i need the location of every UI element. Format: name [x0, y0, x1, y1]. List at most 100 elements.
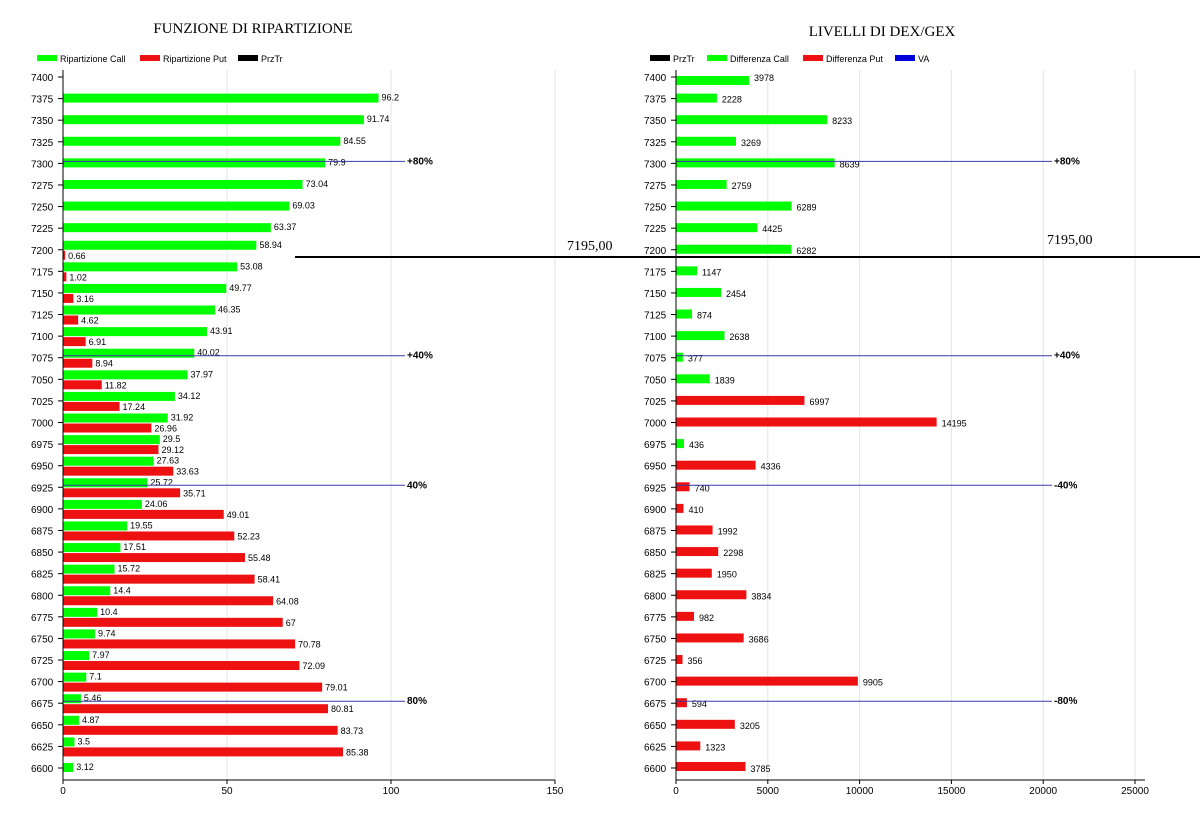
legend-swatch-call — [37, 55, 57, 61]
y-tick-label: 7175 — [31, 267, 54, 278]
put-diff-bar — [676, 741, 701, 751]
put-bar — [63, 380, 102, 390]
y-tick-label: 7050 — [644, 375, 667, 386]
call-value-label: 79.9 — [328, 157, 346, 167]
call-diff-bar — [676, 266, 698, 276]
y-tick-label: 6850 — [31, 548, 54, 559]
diff-value-label: 1323 — [705, 742, 725, 752]
price-label-right: 7195,00 — [1047, 233, 1093, 248]
diff-value-label: 2638 — [729, 332, 749, 342]
y-tick-label: 7300 — [644, 159, 667, 170]
y-tick-label: 6925 — [644, 483, 667, 494]
y-tick-label: 7375 — [31, 95, 54, 106]
right-axes: 7400737573507325730072757250722572007175… — [644, 70, 1149, 797]
call-bar — [63, 694, 81, 704]
put-bar — [63, 315, 79, 325]
diff-value-label: 14195 — [942, 419, 967, 429]
y-tick-label: 6825 — [31, 570, 54, 581]
put-bar — [63, 531, 235, 541]
call-value-label: 4.87 — [82, 715, 100, 725]
diff-value-label: 410 — [689, 505, 704, 515]
put-diff-bar — [676, 698, 687, 708]
reference-label: +80% — [1054, 156, 1080, 167]
put-value-label: 8.94 — [95, 359, 113, 369]
y-tick-label: 7325 — [644, 138, 667, 149]
put-value-label: 67 — [286, 618, 296, 628]
y-tick-label: 7350 — [31, 116, 54, 127]
y-tick-label: 6950 — [644, 462, 667, 473]
put-diff-bar — [676, 460, 756, 470]
put-bar — [63, 639, 296, 649]
y-tick-label: 6625 — [31, 742, 54, 753]
y-tick-label: 6900 — [644, 505, 667, 516]
put-value-label: 33.63 — [176, 467, 199, 477]
y-tick-label: 6975 — [31, 440, 54, 451]
put-value-label: 58.41 — [258, 575, 281, 585]
y-tick-label: 6800 — [31, 591, 54, 602]
y-tick-label: 6875 — [31, 526, 54, 537]
put-value-label: 6.91 — [89, 337, 107, 347]
reference-label: +40% — [1054, 351, 1080, 362]
y-tick-label: 7400 — [644, 73, 667, 84]
y-tick-label: 6650 — [644, 721, 667, 732]
call-bar — [63, 283, 227, 293]
put-bar — [63, 272, 67, 282]
put-diff-bar — [676, 568, 712, 578]
diff-value-label: 377 — [688, 354, 703, 364]
diff-value-label: 4336 — [761, 462, 781, 472]
call-value-label: 3.5 — [77, 736, 90, 746]
call-bar — [63, 435, 160, 445]
call-bar — [63, 586, 111, 596]
call-bar — [63, 262, 238, 272]
diff-value-label: 4425 — [762, 224, 782, 234]
put-bar — [63, 509, 224, 519]
y-tick-label: 7000 — [644, 419, 667, 430]
call-bar — [63, 348, 195, 358]
diff-value-label: 6997 — [809, 397, 829, 407]
call-value-label: 7.97 — [92, 650, 110, 660]
put-diff-bar — [676, 676, 858, 686]
call-diff-bar — [676, 115, 828, 125]
x-tick-label: 0 — [60, 786, 66, 797]
put-bar — [63, 445, 159, 455]
diff-value-label: 740 — [695, 483, 710, 493]
call-bar — [63, 543, 121, 553]
reference-label: -40% — [1054, 480, 1077, 491]
call-bar — [63, 115, 364, 125]
put-diff-bar — [676, 503, 684, 513]
y-tick-label: 6675 — [31, 699, 54, 710]
diff-value-label: 2759 — [732, 181, 752, 191]
put-diff-bar — [676, 762, 746, 771]
left-chart-repartition: FUNZIONE DI RIPARTIZIONE Ripartizione Ca… — [31, 21, 564, 797]
call-bar — [63, 240, 257, 250]
diff-value-label: 356 — [688, 656, 703, 666]
reference-label: -80% — [1054, 696, 1077, 707]
put-value-label: 0.66 — [68, 251, 86, 261]
put-diff-bar — [676, 395, 805, 405]
call-bar — [63, 607, 98, 617]
call-value-label: 9.74 — [98, 628, 116, 638]
call-diff-bar — [676, 158, 835, 168]
call-diff-bar — [676, 331, 725, 341]
put-value-label: 70.78 — [298, 639, 321, 649]
diff-value-label: 3834 — [751, 591, 771, 601]
y-tick-label: 7200 — [31, 246, 54, 257]
legend-label-call: Ripartizione Call — [60, 54, 126, 64]
put-bar — [63, 250, 66, 260]
y-tick-label: 6875 — [644, 526, 667, 537]
y-tick-label: 7400 — [31, 73, 54, 84]
put-bar — [63, 574, 255, 584]
call-diff-bar — [676, 439, 685, 449]
call-value-label: 49.77 — [229, 283, 252, 293]
right-legend: PrzTr Differenza Call Differenza Put VA — [650, 54, 929, 64]
y-tick-label: 7250 — [31, 203, 54, 214]
call-diff-bar — [676, 201, 792, 211]
diff-value-label: 9905 — [863, 678, 883, 688]
right-chart-dex-gex: LIVELLI DI DEX/GEX PrzTr Differenza Call… — [644, 24, 1149, 797]
y-tick-label: 7000 — [31, 419, 54, 430]
put-value-label: 49.01 — [227, 510, 250, 520]
put-diff-bar — [676, 417, 937, 427]
x-tick-label: 100 — [383, 786, 400, 797]
call-bar — [63, 413, 168, 423]
